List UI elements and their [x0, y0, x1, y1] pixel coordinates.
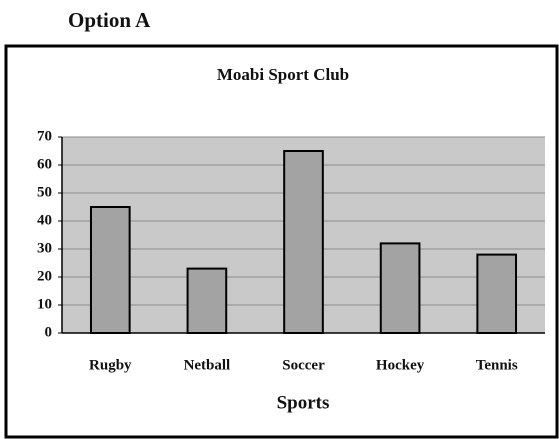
x-tick-label: Netball: [184, 357, 231, 373]
y-tick-label: 20: [37, 268, 52, 284]
chart-title: Moabi Sport Club: [217, 65, 349, 84]
y-tick-label: 40: [37, 212, 52, 228]
y-tick-label: 30: [37, 240, 52, 256]
x-tick-label: Tennis: [476, 357, 518, 373]
y-tick-label: 70: [37, 128, 52, 144]
heading: Option A: [68, 8, 151, 32]
bar: [89, 206, 131, 334]
x-axis-label: Sports: [277, 392, 330, 413]
y-tick-label: 10: [37, 296, 52, 312]
x-tick-label: Hockey: [376, 357, 425, 373]
bar: [283, 150, 324, 334]
y-tick-label: 60: [37, 156, 52, 172]
bar: [476, 253, 518, 335]
bar: [186, 267, 228, 335]
y-tick-label: 50: [37, 184, 52, 200]
y-tick-label: 0: [45, 324, 53, 340]
bar: [379, 242, 421, 334]
x-tick-label: Soccer: [282, 357, 325, 373]
x-tick-label: Rugby: [89, 357, 132, 373]
